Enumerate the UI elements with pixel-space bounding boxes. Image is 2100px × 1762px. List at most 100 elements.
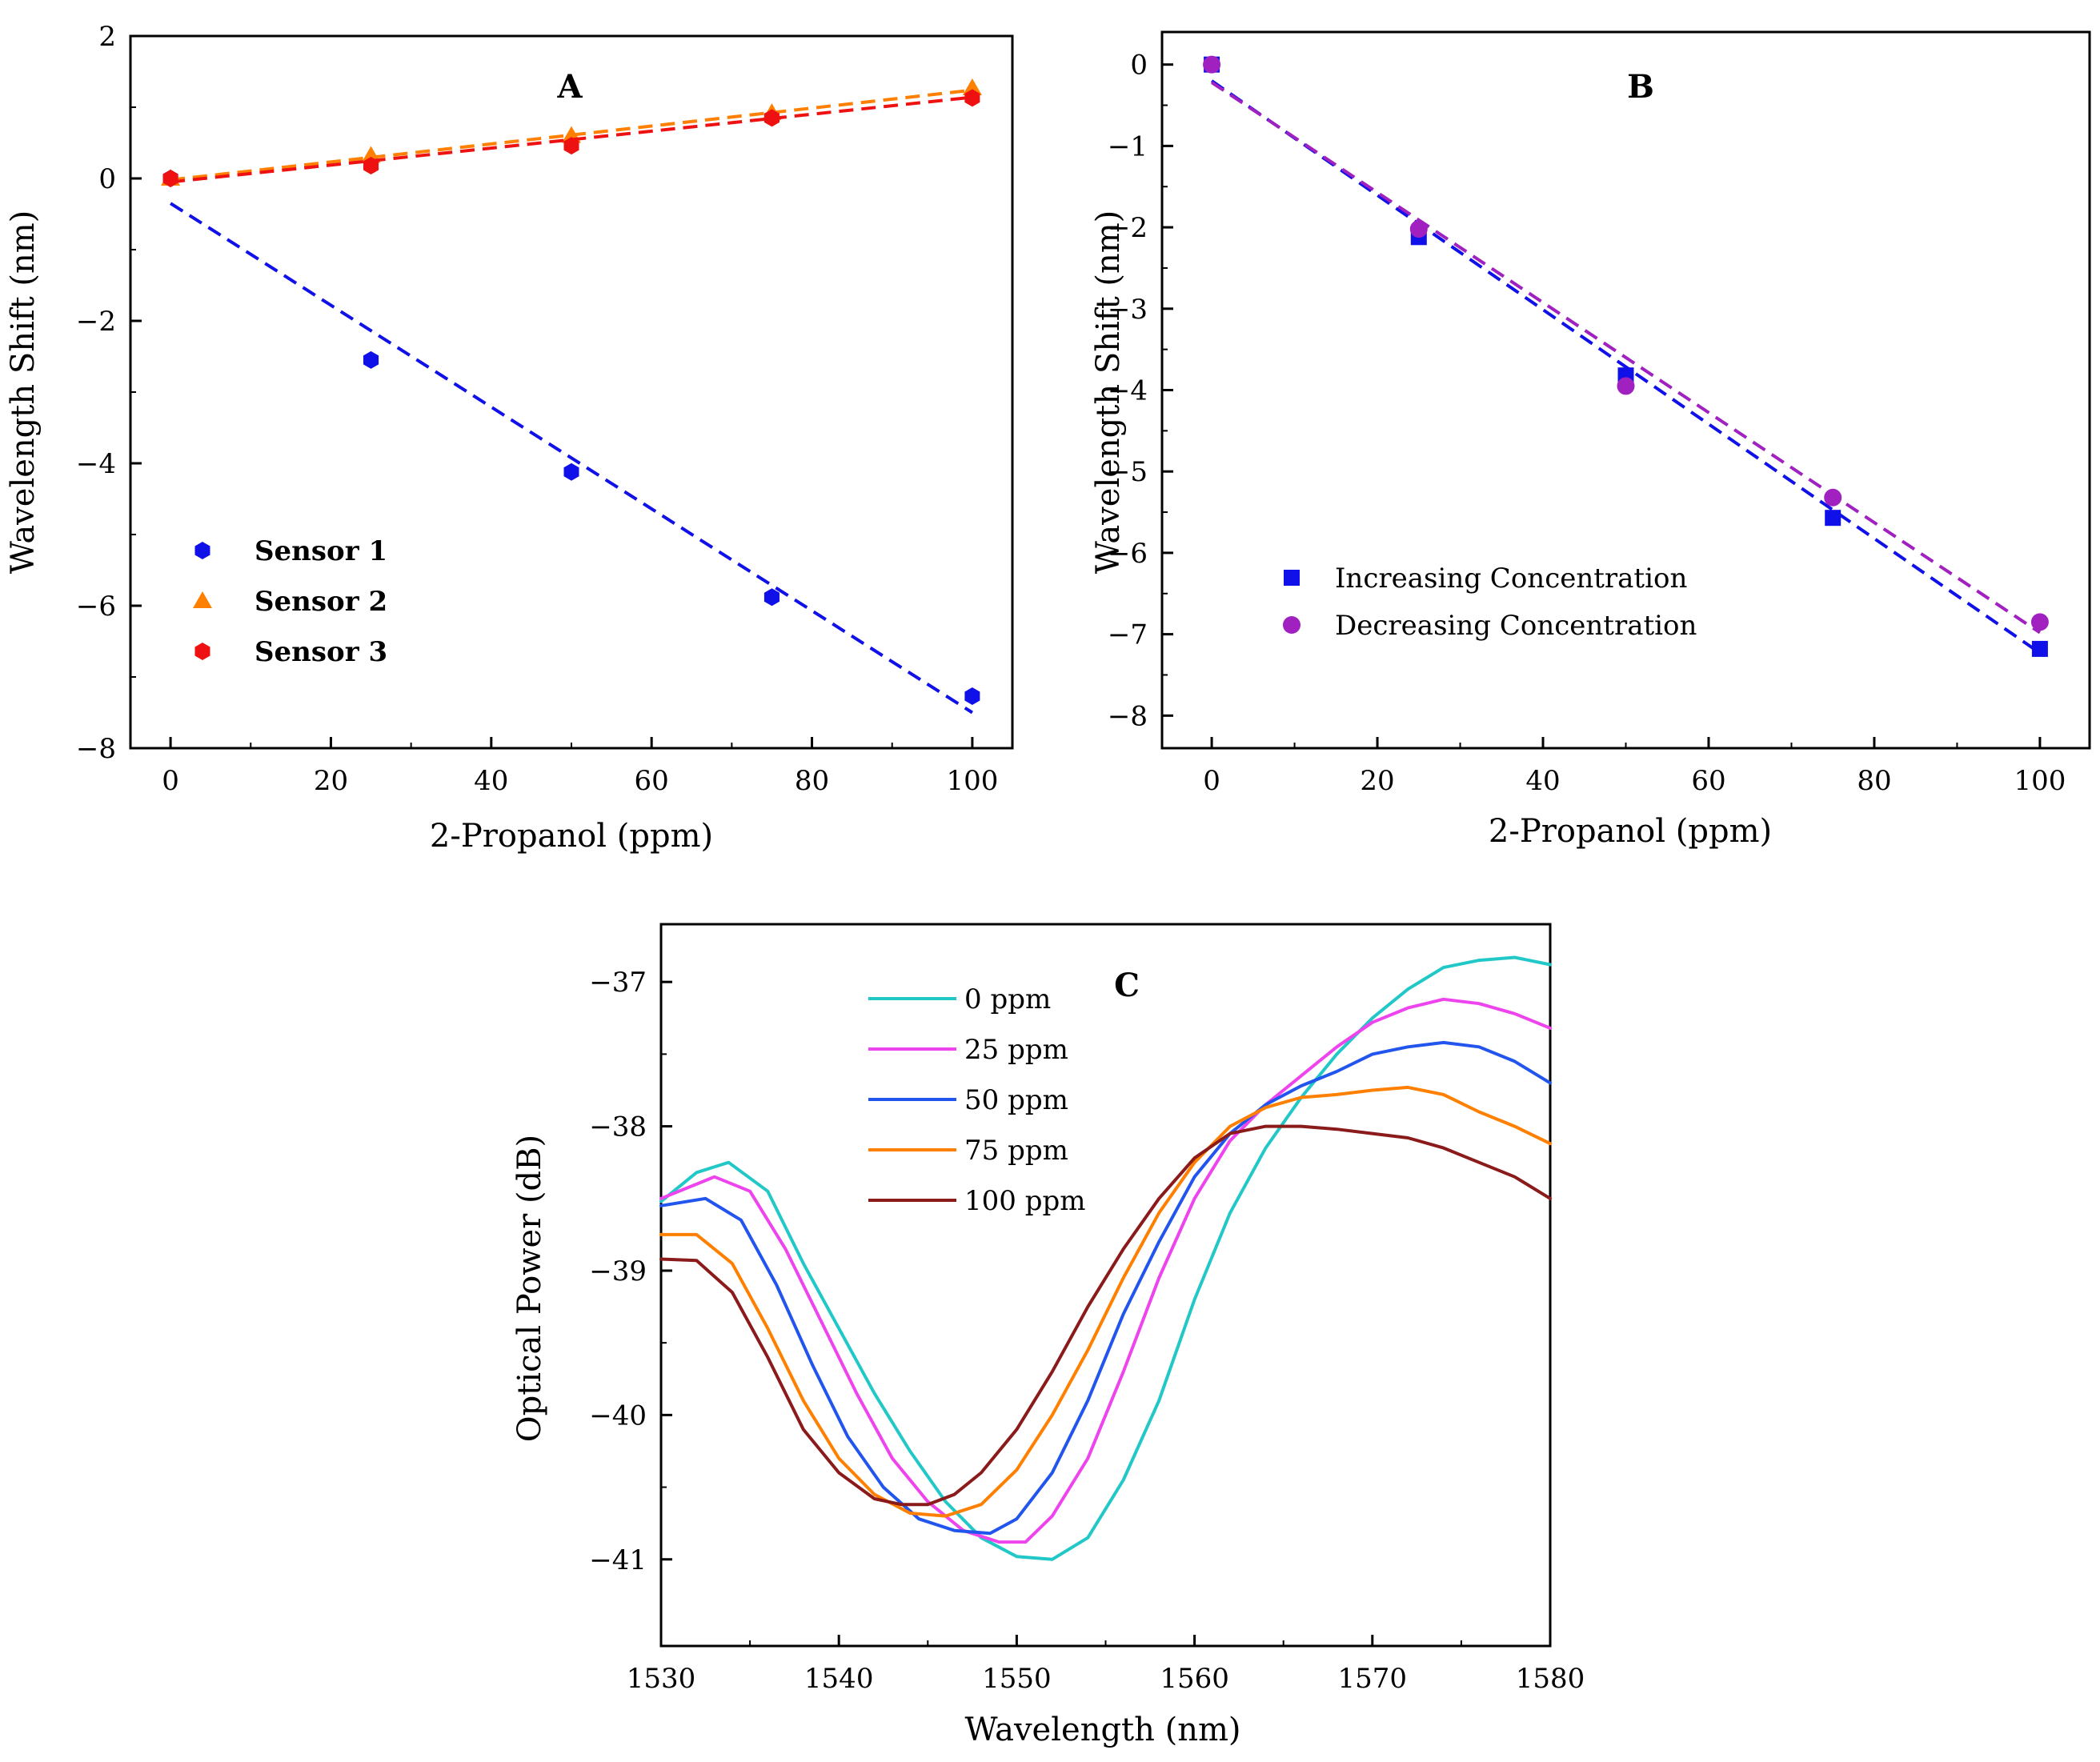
panel-c: 1530 1540 1550 1560 1570 1580 −37 −38 −39 −40 −41 C… bbox=[511, 923, 1585, 1748]
legend-label: 50 ppm bbox=[964, 1084, 1068, 1116]
legend-item: Decreasing Concentration bbox=[1283, 610, 1697, 642]
x-tick-label: 20 bbox=[314, 765, 348, 797]
x-tick-label: 80 bbox=[1857, 765, 1891, 797]
y-tick-label: −40 bbox=[589, 1400, 647, 1432]
y-tick-label: −1 bbox=[1108, 130, 1148, 162]
legend-item: Sensor 2 bbox=[193, 586, 387, 618]
series-50-ppm bbox=[659, 1040, 1552, 1536]
legend-label: Sensor 3 bbox=[254, 636, 387, 668]
legend-item: 75 ppm bbox=[868, 1135, 1068, 1167]
panel-title: B bbox=[1627, 68, 1654, 106]
series-line bbox=[659, 955, 1552, 1561]
x-tick-label: 80 bbox=[795, 765, 829, 797]
series-line bbox=[659, 1124, 1552, 1507]
data-point bbox=[563, 137, 579, 155]
y-tick-label: −6 bbox=[1108, 538, 1148, 570]
legend-label: Sensor 1 bbox=[254, 535, 387, 567]
x-tick-label: 20 bbox=[1360, 765, 1394, 797]
series-line bbox=[659, 1040, 1552, 1536]
data-point bbox=[962, 78, 982, 95]
data-point bbox=[363, 350, 379, 369]
y-tick-label: −5 bbox=[1108, 456, 1148, 488]
x-axis-label: 2-Propanol (ppm) bbox=[1489, 813, 1772, 850]
x-tick-label: 1580 bbox=[1516, 1663, 1585, 1695]
x-tick-label: 60 bbox=[635, 765, 669, 797]
fit-line bbox=[1210, 79, 2042, 655]
x-axis-label: 2-Propanol (ppm) bbox=[430, 818, 713, 855]
data-point bbox=[964, 687, 980, 705]
y-tick-label: −7 bbox=[1108, 619, 1148, 651]
y-tick-label: −4 bbox=[1108, 375, 1148, 407]
data-point bbox=[2030, 613, 2049, 631]
legend-label: 100 ppm bbox=[964, 1185, 1085, 1217]
fit-line bbox=[170, 202, 973, 715]
x-tick-label: 0 bbox=[162, 765, 179, 797]
y-tick-label: −2 bbox=[76, 306, 116, 338]
x-tick-label: 1550 bbox=[982, 1663, 1052, 1695]
y-tick-label: −39 bbox=[589, 1255, 647, 1287]
panel-b: 0 20 40 60 80 100 0 −1 −2 −3 −4 −5 −6 −7 −8 B 2-Propanol… bbox=[1090, 30, 2091, 850]
legend-item: 100 ppm bbox=[868, 1185, 1085, 1217]
legend-item: Sensor 3 bbox=[194, 636, 387, 668]
legend-marker bbox=[194, 542, 210, 559]
y-tick-label: −8 bbox=[1108, 700, 1148, 732]
legend-label: Decreasing Concentration bbox=[1335, 610, 1697, 642]
legend-label: Increasing Concentration bbox=[1335, 563, 1687, 595]
x-tick-label: 40 bbox=[474, 765, 508, 797]
series-0-ppm bbox=[659, 955, 1552, 1561]
legend-item: Sensor 1 bbox=[194, 535, 387, 567]
legend-marker bbox=[1283, 616, 1300, 634]
series-sensor-3 bbox=[162, 89, 980, 187]
data-point bbox=[1203, 55, 1221, 74]
y-axis-label: Wavelength Shift (nm) bbox=[1090, 210, 1127, 575]
data-point bbox=[1824, 488, 1842, 507]
series-75-ppm bbox=[659, 1085, 1552, 1518]
legend-item: 0 ppm bbox=[868, 983, 1051, 1015]
series-25-ppm bbox=[659, 997, 1552, 1544]
data-point bbox=[563, 463, 579, 481]
y-axis-label: Optical Power (dB) bbox=[511, 1135, 548, 1442]
series-sensor-1 bbox=[162, 170, 980, 715]
series-100-ppm bbox=[659, 1124, 1552, 1507]
plot-frame bbox=[659, 923, 1552, 1648]
x-tick-label: 1530 bbox=[627, 1663, 696, 1695]
series-line bbox=[659, 997, 1552, 1544]
fit-line bbox=[1210, 81, 2042, 635]
legend-label: 25 ppm bbox=[964, 1034, 1068, 1066]
y-tick-label: 0 bbox=[98, 163, 116, 195]
legend-marker bbox=[194, 643, 210, 660]
x-tick-label: 1540 bbox=[804, 1663, 874, 1695]
panel-a: 0 20 40 60 80 100 −8 −6 −4 −2 0 2 A 2-Propanol (ppm) W… bbox=[5, 21, 1014, 855]
x-tick-label: 100 bbox=[946, 765, 998, 797]
y-tick-label: 2 bbox=[98, 21, 116, 53]
data-point bbox=[361, 146, 381, 163]
y-tick-label: −8 bbox=[76, 733, 116, 765]
x-tick-label: 1570 bbox=[1338, 1663, 1408, 1695]
legend-marker bbox=[193, 591, 212, 608]
legend-label: Sensor 2 bbox=[254, 586, 387, 618]
legend-label: 75 ppm bbox=[964, 1135, 1068, 1167]
data-point bbox=[162, 170, 178, 187]
y-tick-label: −41 bbox=[589, 1544, 647, 1576]
data-point bbox=[1409, 220, 1428, 238]
legend-item: Increasing Concentration bbox=[1284, 563, 1687, 595]
legend-item: 25 ppm bbox=[868, 1034, 1068, 1066]
y-tick-label: −3 bbox=[1108, 294, 1148, 326]
series-line bbox=[659, 1085, 1552, 1518]
x-axis-label: Wavelength (nm) bbox=[964, 1712, 1240, 1748]
y-axis-label: Wavelength Shift (nm) bbox=[5, 210, 42, 575]
legend-label: 0 ppm bbox=[964, 983, 1051, 1015]
data-point bbox=[363, 157, 379, 174]
legend-item: 50 ppm bbox=[868, 1084, 1068, 1116]
legend-marker bbox=[1284, 570, 1300, 586]
y-tick-label: −6 bbox=[76, 591, 116, 623]
y-tick-label: −38 bbox=[589, 1111, 647, 1143]
data-point bbox=[763, 588, 779, 607]
x-tick-label: 40 bbox=[1525, 765, 1560, 797]
data-point bbox=[1617, 377, 1635, 395]
x-tick-label: 100 bbox=[2014, 765, 2066, 797]
series-decreasing-concentration bbox=[1203, 55, 2049, 635]
data-point bbox=[2031, 640, 2048, 657]
x-tick-label: 0 bbox=[1203, 765, 1220, 797]
